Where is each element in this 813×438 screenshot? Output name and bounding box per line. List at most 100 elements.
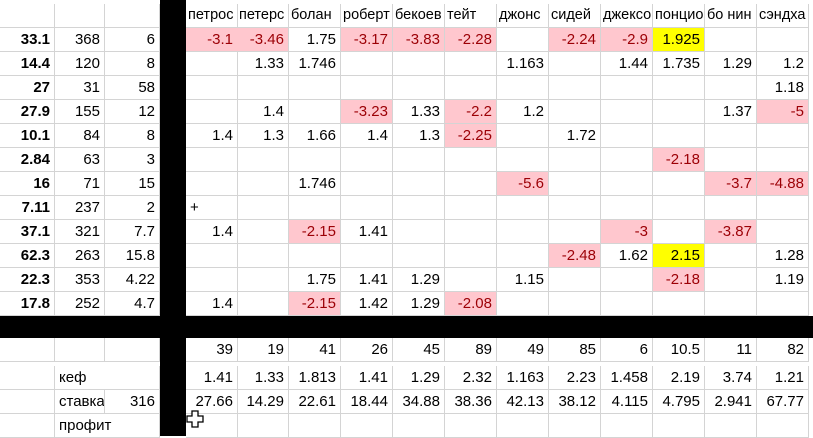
profit-label[interactable]: профит (55, 414, 160, 438)
column-header-player[interactable]: джонс (497, 4, 549, 28)
odds-cell[interactable] (186, 52, 238, 76)
stake-cell[interactable]: 14.29 (237, 390, 289, 414)
odds-cell[interactable] (393, 244, 445, 268)
odds-cell[interactable]: 1.29 (393, 268, 445, 292)
row-value-b[interactable]: 155 (55, 100, 105, 124)
odds-cell[interactable] (341, 244, 393, 268)
odds-cell[interactable]: 1.4 (186, 292, 238, 316)
odds-cell[interactable] (549, 220, 601, 244)
kef-cell[interactable]: 2.19 (653, 366, 705, 390)
odds-cell[interactable] (393, 196, 445, 220)
kef-cell[interactable]: 1.813 (289, 366, 341, 390)
column-header-player[interactable]: сидей (549, 4, 601, 28)
count-cell[interactable]: 39 (186, 338, 238, 362)
odds-cell[interactable] (497, 76, 549, 100)
odds-cell[interactable]: 1.41 (341, 220, 393, 244)
odds-cell[interactable]: 1.746 (289, 52, 341, 76)
odds-cell[interactable] (705, 244, 757, 268)
odds-cell[interactable] (445, 196, 497, 220)
odds-cell[interactable]: -2.28 (445, 28, 497, 52)
odds-cell[interactable] (393, 148, 445, 172)
odds-cell[interactable]: 1.4 (186, 124, 238, 148)
odds-cell[interactable] (186, 76, 238, 100)
row-value-a[interactable]: 22.3 (0, 268, 55, 292)
odds-cell[interactable]: 1.29 (393, 292, 445, 316)
odds-cell[interactable]: 1.44 (601, 52, 653, 76)
odds-cell[interactable] (289, 148, 341, 172)
row-value-b[interactable]: 31 (55, 76, 105, 100)
frozen-pane-divider-horizontal[interactable] (0, 316, 813, 338)
odds-cell[interactable] (237, 244, 289, 268)
row-value-a[interactable]: 33.1 (0, 28, 55, 52)
row-value-a[interactable]: 10.1 (0, 124, 55, 148)
column-header-player[interactable]: бекоев (393, 4, 445, 28)
kef-cell[interactable]: 1.41 (341, 366, 393, 390)
odds-cell[interactable] (653, 292, 705, 316)
kef-cell[interactable]: 1.41 (186, 366, 238, 390)
stake-label[interactable]: ставка (55, 390, 105, 414)
odds-cell[interactable]: -3.1 (186, 28, 238, 52)
odds-cell[interactable] (497, 292, 549, 316)
profit-cell[interactable] (705, 414, 757, 438)
odds-cell[interactable] (186, 268, 238, 292)
row-value-a[interactable]: 7.11 (0, 196, 55, 220)
odds-cell[interactable] (653, 220, 705, 244)
odds-cell[interactable] (705, 76, 757, 100)
odds-cell[interactable] (757, 124, 809, 148)
odds-cell[interactable]: -2.15 (289, 220, 341, 244)
stake-total[interactable]: 316 (105, 390, 160, 414)
odds-cell[interactable]: 1.3 (237, 124, 289, 148)
odds-cell[interactable] (497, 28, 549, 52)
row-value-c[interactable]: 15 (105, 172, 160, 196)
odds-cell[interactable] (237, 196, 289, 220)
odds-cell[interactable]: 1.18 (757, 76, 809, 100)
odds-cell[interactable] (601, 124, 653, 148)
profit-cell[interactable] (653, 414, 705, 438)
row-value-b[interactable]: 63 (55, 148, 105, 172)
odds-cell[interactable] (341, 196, 393, 220)
row-value-a[interactable]: 37.1 (0, 220, 55, 244)
odds-cell[interactable] (705, 268, 757, 292)
odds-cell[interactable] (601, 172, 653, 196)
odds-cell[interactable] (445, 172, 497, 196)
column-header-player[interactable]: джексо (601, 4, 653, 28)
count-cell[interactable]: 6 (601, 338, 653, 362)
odds-cell[interactable] (497, 124, 549, 148)
odds-cell[interactable] (186, 100, 238, 124)
odds-cell[interactable]: 1.37 (705, 100, 757, 124)
odds-cell[interactable] (549, 172, 601, 196)
odds-cell[interactable] (341, 172, 393, 196)
kef-cell[interactable]: 2.32 (445, 366, 497, 390)
row-value-b[interactable]: 120 (55, 52, 105, 76)
odds-cell[interactable] (549, 292, 601, 316)
summary-empty-cell[interactable] (0, 390, 55, 414)
odds-cell[interactable]: -2.2 (445, 100, 497, 124)
odds-cell[interactable] (445, 76, 497, 100)
profit-cell[interactable] (757, 414, 809, 438)
stake-cell[interactable]: 22.61 (289, 390, 341, 414)
odds-cell[interactable]: -2.18 (653, 268, 705, 292)
row-value-a[interactable]: 16 (0, 172, 55, 196)
odds-cell[interactable] (186, 244, 238, 268)
row-value-b[interactable]: 84 (55, 124, 105, 148)
odds-cell[interactable]: -3.87 (705, 220, 757, 244)
odds-cell[interactable]: -5 (757, 100, 809, 124)
stake-cell[interactable]: 38.12 (549, 390, 601, 414)
count-cell[interactable]: 82 (757, 338, 809, 362)
odds-cell[interactable]: 2.15 (653, 244, 705, 268)
odds-cell[interactable]: -3.23 (341, 100, 393, 124)
row-value-a[interactable]: 62.3 (0, 244, 55, 268)
count-cell[interactable]: 26 (341, 338, 393, 362)
odds-cell[interactable]: 1.33 (393, 100, 445, 124)
odds-cell[interactable] (341, 148, 393, 172)
odds-cell[interactable]: -3 (601, 220, 653, 244)
odds-cell[interactable] (757, 196, 809, 220)
odds-cell[interactable] (653, 100, 705, 124)
row-value-c[interactable]: 3 (105, 148, 160, 172)
odds-cell[interactable] (653, 124, 705, 148)
row-value-c[interactable]: 8 (105, 124, 160, 148)
profit-cell[interactable] (549, 414, 601, 438)
odds-cell[interactable]: 1.29 (705, 52, 757, 76)
odds-cell[interactable]: -2.24 (549, 28, 601, 52)
odds-cell[interactable] (186, 172, 238, 196)
